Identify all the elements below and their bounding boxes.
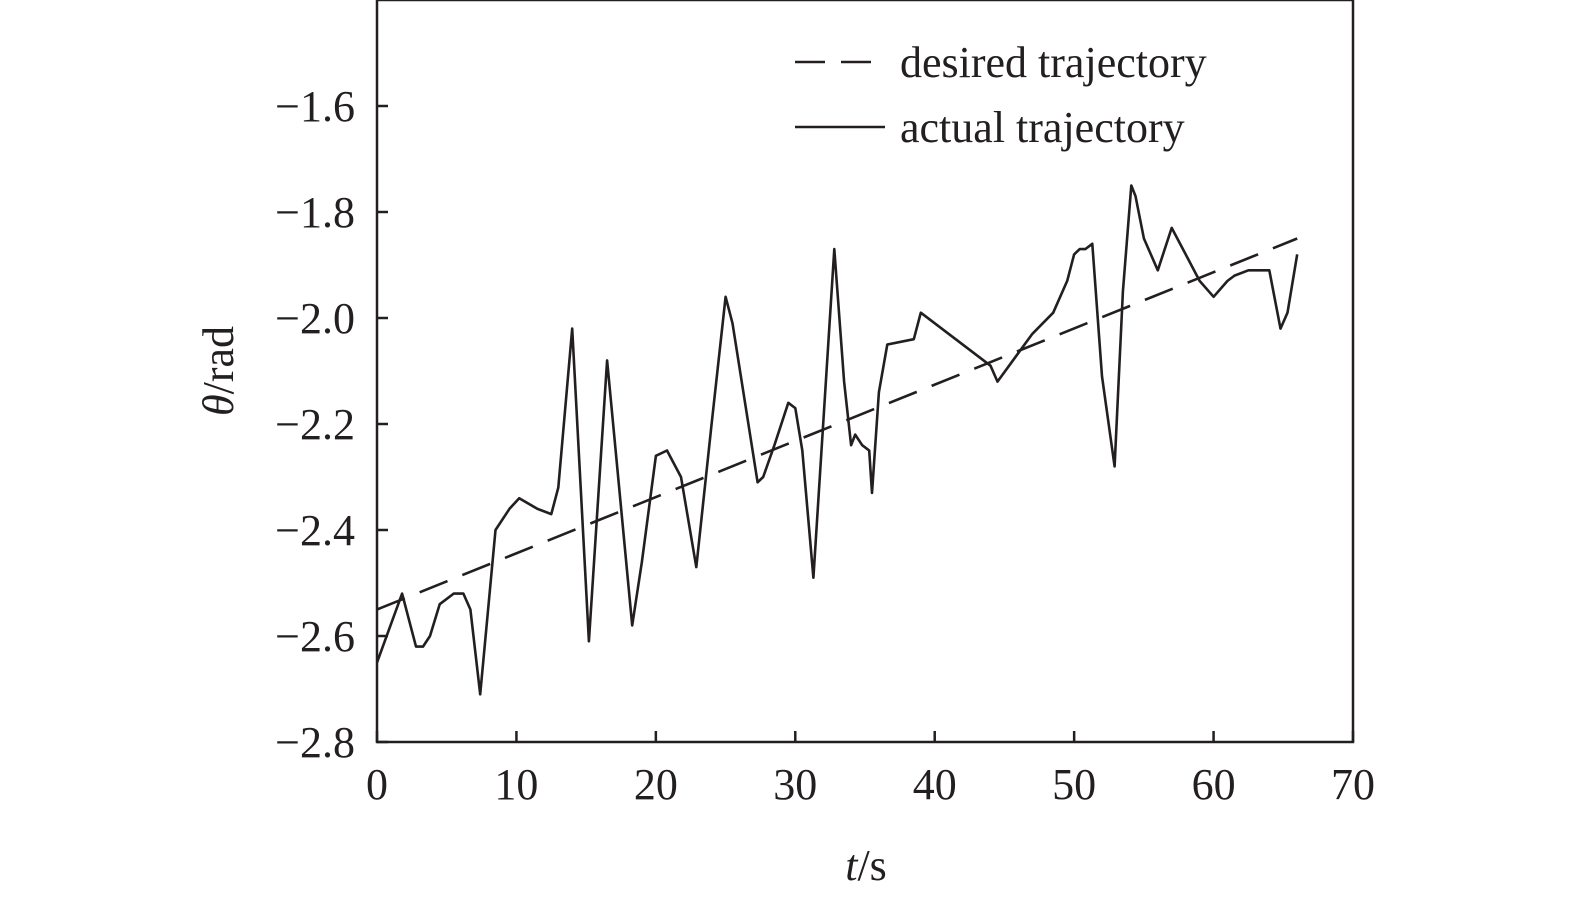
plot-data <box>375 184 1299 696</box>
x-tick-label: 10 <box>494 760 538 809</box>
y-axis-variable: θ <box>194 394 243 416</box>
x-tick-label: 60 <box>1192 760 1236 809</box>
series-line-actual <box>375 184 1299 696</box>
x-tick-label: 0 <box>366 760 388 809</box>
axis-ticks: 0 10 20 30 40 50 60 70 −2.8 −2.6 −2.4 −2.2 −2.0 −1.8 −… <box>275 82 1375 809</box>
x-axis-unit: /s <box>857 841 886 890</box>
y-tick-label: −2.0 <box>275 294 355 343</box>
y-tick-label: −1.8 <box>275 188 355 237</box>
x-tick-label: 70 <box>1331 760 1375 809</box>
x-axis-label: t/s <box>845 841 887 890</box>
y-tick-label: −2.2 <box>275 400 355 449</box>
y-axis-label: θ/rad <box>194 326 243 416</box>
x-tick-label: 40 <box>913 760 957 809</box>
y-tick-label: −2.6 <box>275 612 355 661</box>
legend: desired trajectory actual trajectory <box>795 38 1207 152</box>
legend-label-actual: actual trajectory <box>900 103 1185 152</box>
x-tick-label: 20 <box>634 760 678 809</box>
y-axis-unit: /rad <box>194 326 243 394</box>
x-tick-label: 30 <box>773 760 817 809</box>
x-tick-label: 50 <box>1052 760 1096 809</box>
legend-label-desired: desired trajectory <box>900 38 1207 87</box>
plot-frame <box>375 0 1355 744</box>
y-tick-label: −2.8 <box>275 718 355 767</box>
y-tick-label: −1.6 <box>275 82 355 131</box>
series-line-desired <box>376 237 1298 611</box>
y-tick-label: −2.4 <box>275 506 355 555</box>
x-axis-variable: t <box>845 841 859 890</box>
